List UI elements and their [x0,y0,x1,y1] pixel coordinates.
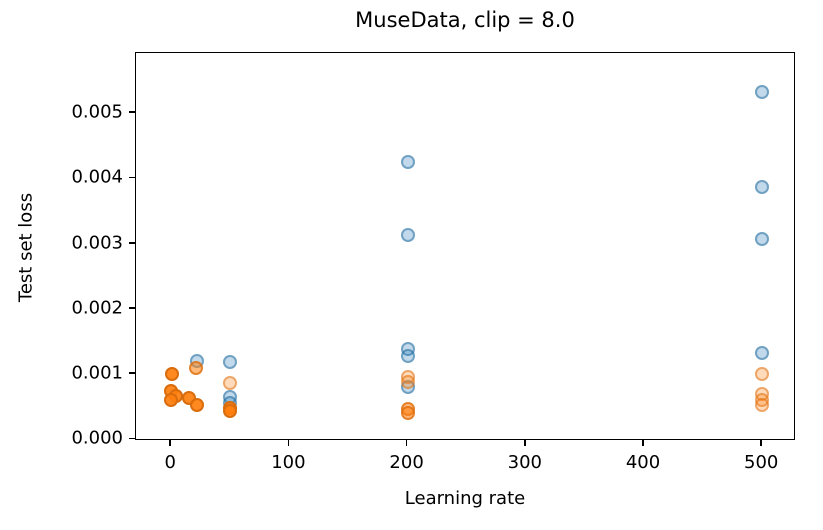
x-tick-mark [524,440,526,446]
y-tick-label: 0.002 [71,297,123,319]
scatter-point-orange [755,397,770,412]
scatter-point-orange [400,375,415,390]
y-tick-label: 0.004 [71,166,123,188]
y-tick-label: 0.003 [71,232,123,254]
x-tick-mark [642,440,644,446]
x-tick-label: 100 [271,452,306,473]
x-tick-label: 300 [507,452,542,473]
scatter-point-blue [223,355,238,370]
scatter-point-orange [223,403,238,418]
scatter-point-blue [400,155,415,170]
y-tick-mark [129,111,135,114]
y-tick-mark [129,241,135,244]
y-tick-mark [129,176,135,179]
y-tick-mark [129,372,135,375]
scatter-point-blue [400,348,415,363]
scatter-point-orange [755,366,770,381]
x-tick-label: 400 [625,452,661,473]
x-tick-mark [405,440,408,446]
y-tick-label: 0.005 [71,101,123,123]
x-tick-mark [760,440,762,446]
plot-area [135,52,795,440]
x-axis-label: Learning rate [404,488,526,509]
y-axis-label: Test set loss [15,192,37,303]
scatter-point-blue [755,345,770,360]
scatter-point-orange [223,376,238,391]
x-tick-mark [287,440,290,446]
scatter-point-orange [189,360,204,375]
scatter-point-orange [164,392,179,407]
scatter-point-blue [755,179,770,194]
chart-title: MuseData, clip = 8.0 [355,8,575,32]
x-tick-label: 0 [164,452,176,473]
y-tick-mark [129,307,135,309]
scatter-point-blue [400,228,415,243]
y-tick-label: 0.000 [71,427,123,449]
scatter-point-blue [755,84,770,99]
y-tick-mark [129,437,135,440]
x-tick-mark [169,440,172,446]
scatter-point-blue [755,231,770,246]
scatter-point-orange [165,367,180,382]
x-tick-label: 200 [389,452,424,473]
scatter-point-orange [400,406,415,421]
y-tick-label: 0.001 [71,362,123,384]
x-tick-label: 500 [744,452,779,473]
scatter-point-orange [190,397,205,412]
